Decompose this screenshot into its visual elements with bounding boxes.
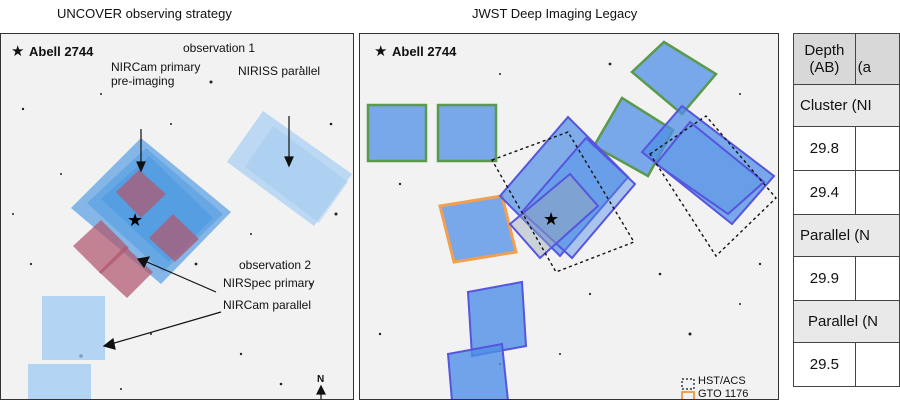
right-panel-drawing: ★	[366, 40, 777, 399]
legend-hst-acs-label: HST/ACS	[698, 375, 746, 387]
observation-1-label: observation 1	[183, 41, 256, 55]
cluster-center-star-icon: ★	[543, 209, 559, 229]
legend-gto-1176-swatch	[681, 391, 695, 399]
nircam-parallel-label: NIRCam parallel	[223, 298, 312, 312]
table-cell-depth: 29.9	[793, 256, 856, 301]
observation-2-label: observation 2	[239, 258, 312, 272]
right-panel-title: JWST Deep Imaging Legacy	[472, 6, 638, 21]
left-panel-title: UNCOVER observing strategy	[57, 6, 232, 21]
left-sky-image: ★ ★ Abell 2744 observation 1 NIRCam prim…	[0, 33, 354, 400]
depth-table: Depth (AB) (a Cluster (NI 29.8 29.4 Paral…	[793, 33, 900, 400]
table-header-next: (a	[854, 33, 900, 85]
nircam-parallel-footprint	[28, 296, 105, 399]
cluster-center-star-icon: ★	[127, 210, 143, 230]
bottom-blue-footprints	[446, 280, 528, 399]
table-section-cluster: Cluster (NI	[793, 84, 900, 127]
nircam-primary-label: NIRCam primary	[111, 60, 201, 74]
annotation-arrows	[102, 116, 326, 399]
table-header-depth: Depth (AB)	[793, 33, 856, 85]
target-label: Abell 2744	[29, 44, 94, 59]
right-sky-image: ★ ★ Abell 2744 HST/ACS GTO 1176	[359, 33, 779, 400]
legend-hst-acs-swatch	[681, 378, 695, 390]
target-label: Abell 2744	[392, 44, 457, 59]
target-star-icon: ★	[374, 43, 388, 60]
nirspec-primary-label: NIRSpec primary	[223, 276, 315, 290]
nirspec-primary-footprint	[73, 170, 199, 298]
central-blue-mosaic	[498, 115, 637, 260]
table-section-parallel: Parallel (N	[793, 300, 900, 343]
table-cell-depth: 29.5	[793, 342, 856, 387]
niriss-parallel-label: NIRISS parallel	[238, 64, 321, 78]
table-cell-depth: 29.8	[793, 126, 856, 171]
legend-gto-1176-label: GTO 1176	[698, 388, 749, 400]
table-cell-depth: 29.4	[793, 170, 856, 215]
niriss-parallel-footprint	[227, 111, 352, 226]
hst-acs-footprints	[490, 115, 777, 273]
left-panel-drawing: ★	[12, 66, 352, 399]
north-label: N	[317, 374, 325, 385]
pre-imaging-label: pre-imaging	[111, 74, 175, 88]
table-section-parallel: Parallel (N	[793, 214, 900, 257]
right-blue-mosaic	[640, 104, 776, 226]
gto-green-footprints	[366, 40, 718, 178]
gto-1176-footprint	[438, 194, 518, 264]
target-star-icon: ★	[11, 43, 25, 60]
